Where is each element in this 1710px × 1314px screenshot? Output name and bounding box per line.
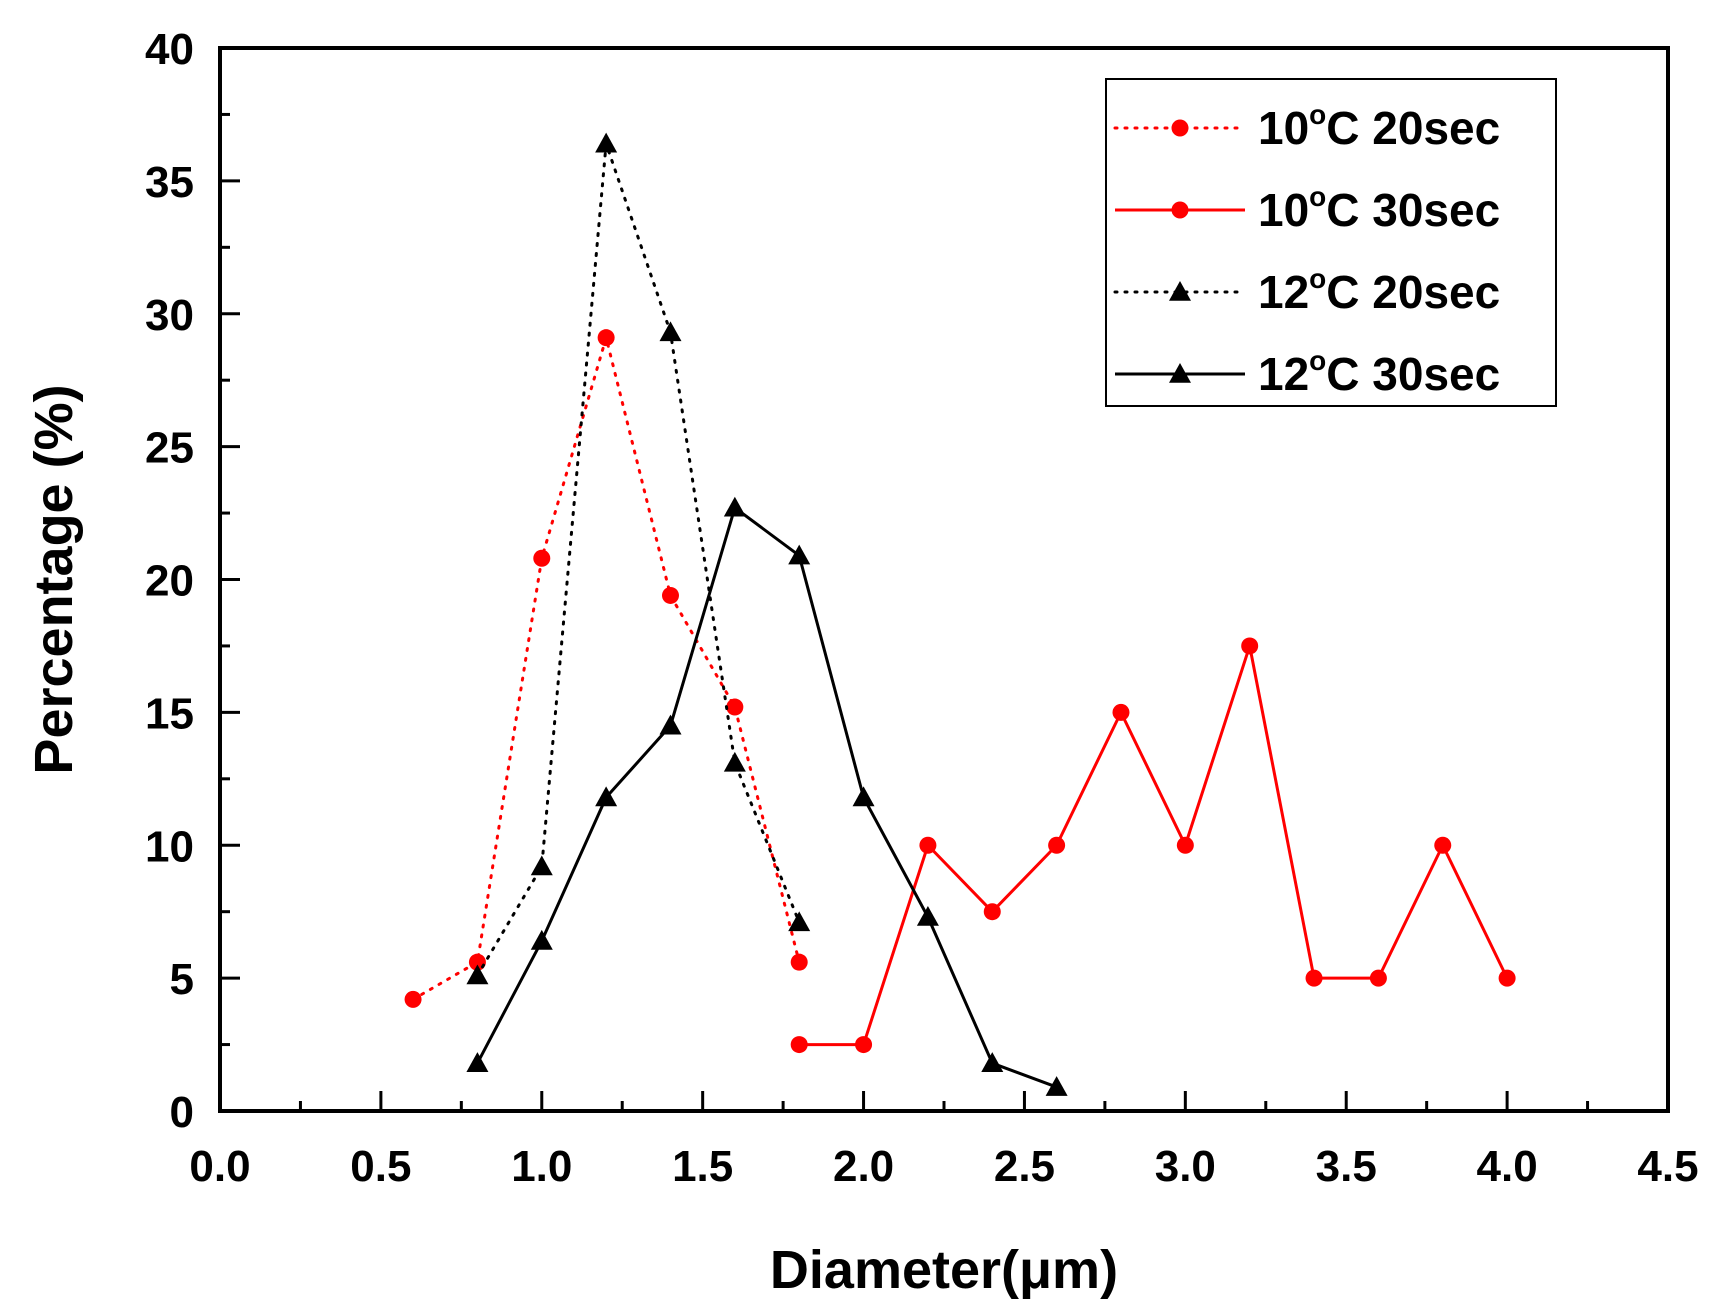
data-point <box>595 786 618 807</box>
legend-item-2: 12oC 20sec <box>1113 263 1500 318</box>
data-point <box>533 549 551 567</box>
y-tick-labels: 0 5 10 15 20 25 30 35 40 <box>145 25 194 1137</box>
data-point <box>790 953 808 971</box>
legend-item-0: 10oC 20sec <box>1113 99 1500 154</box>
series-line <box>799 644 1509 1047</box>
y-tick-label: 15 <box>145 689 194 738</box>
x-tick-labels: 0.0 0.5 1.0 1.5 2.0 2.5 3.0 3.5 4.0 4.5 <box>189 1142 1698 1191</box>
y-tick-label: 10 <box>145 822 194 871</box>
x-tick-label: 0.5 <box>350 1142 411 1191</box>
data-point <box>466 1052 489 1072</box>
legend-label-suffix: C 30sec <box>1326 348 1500 400</box>
data-point <box>1434 836 1452 854</box>
data-point <box>1176 836 1194 854</box>
legend-label-superscript: o <box>1309 99 1326 130</box>
legend-label-suffix: C 20sec <box>1326 102 1500 154</box>
data-point <box>723 496 746 517</box>
data-point <box>916 906 939 926</box>
data-point <box>723 751 746 772</box>
legend-label-suffix: C 30sec <box>1326 184 1500 236</box>
data-point <box>790 1036 808 1054</box>
y-tick-label: 0 <box>170 1088 194 1137</box>
x-tick-label: 0.0 <box>189 1142 250 1191</box>
legend-label-superscript: o <box>1309 181 1326 212</box>
data-point <box>530 855 553 876</box>
y-tick-label: 20 <box>145 557 194 606</box>
data-point <box>466 964 489 985</box>
data-point <box>1498 969 1516 987</box>
data-point <box>726 698 744 716</box>
legend-marker <box>1171 201 1189 219</box>
data-point <box>1045 1076 1068 1096</box>
y-axis-title: Percentage (%) <box>24 384 84 774</box>
data-point <box>1048 836 1066 854</box>
legend-label-prefix: 12 <box>1258 266 1309 318</box>
data-point <box>595 132 618 153</box>
y-tick-label: 40 <box>145 25 194 74</box>
y-tick-label: 25 <box>145 424 194 473</box>
x-tick-label: 2.5 <box>994 1142 1055 1191</box>
legend-item-3: 12oC 30sec <box>1115 345 1500 400</box>
series-1 <box>790 637 1516 1054</box>
data-point <box>981 1052 1004 1072</box>
series-0 <box>404 329 808 1008</box>
legend-label-suffix: C 20sec <box>1326 266 1500 318</box>
legend-label: 12oC 20sec <box>1258 263 1500 318</box>
legend-label-superscript: o <box>1309 263 1326 294</box>
x-axis-title: Diameter(μm) <box>770 1240 1118 1300</box>
legend-marker <box>1169 363 1191 383</box>
legend-label-prefix: 10 <box>1258 184 1309 236</box>
series-layer <box>404 132 1516 1096</box>
series-3 <box>466 496 1068 1096</box>
data-point <box>661 586 679 604</box>
legend-label: 10oC 20sec <box>1258 99 1500 154</box>
x-tick-label: 2.0 <box>833 1142 894 1191</box>
legend-label-prefix: 10 <box>1258 102 1309 154</box>
legend-label: 10oC 30sec <box>1258 181 1500 236</box>
legend-label-superscript: o <box>1309 345 1326 376</box>
data-point <box>1369 969 1387 987</box>
data-point <box>659 714 682 735</box>
x-tick-label: 4.0 <box>1477 1142 1538 1191</box>
y-tick-label: 5 <box>170 955 194 1004</box>
x-tick-label: 1.5 <box>672 1142 733 1191</box>
legend-label-prefix: 12 <box>1258 348 1309 400</box>
x-tick-label: 4.5 <box>1637 1142 1698 1191</box>
y-tick-label: 30 <box>145 291 194 340</box>
x-tick-label: 3.5 <box>1316 1142 1377 1191</box>
data-point <box>1112 703 1130 721</box>
data-point <box>788 911 811 932</box>
data-point <box>404 990 422 1008</box>
series-line <box>476 506 1058 1089</box>
legend-label: 12oC 30sec <box>1258 345 1500 400</box>
y-tick-label: 35 <box>145 158 194 207</box>
x-tick-label: 3.0 <box>1155 1142 1216 1191</box>
plot-frame <box>218 46 1670 1113</box>
data-point <box>1241 637 1259 655</box>
data-point <box>659 321 682 342</box>
data-point <box>919 836 937 854</box>
series-line <box>411 336 801 1001</box>
x-tick-label: 1.0 <box>511 1142 572 1191</box>
series-2 <box>466 132 811 985</box>
data-point <box>1305 969 1323 987</box>
data-point <box>597 329 615 347</box>
data-point <box>855 1036 873 1054</box>
legend-marker <box>1171 119 1189 137</box>
data-point <box>983 903 1001 921</box>
data-point <box>530 929 553 950</box>
legend-marker <box>1169 281 1191 301</box>
data-point <box>788 544 811 565</box>
data-point <box>852 786 875 807</box>
legend-item-1: 10oC 30sec <box>1115 181 1500 236</box>
series-line <box>475 142 801 977</box>
